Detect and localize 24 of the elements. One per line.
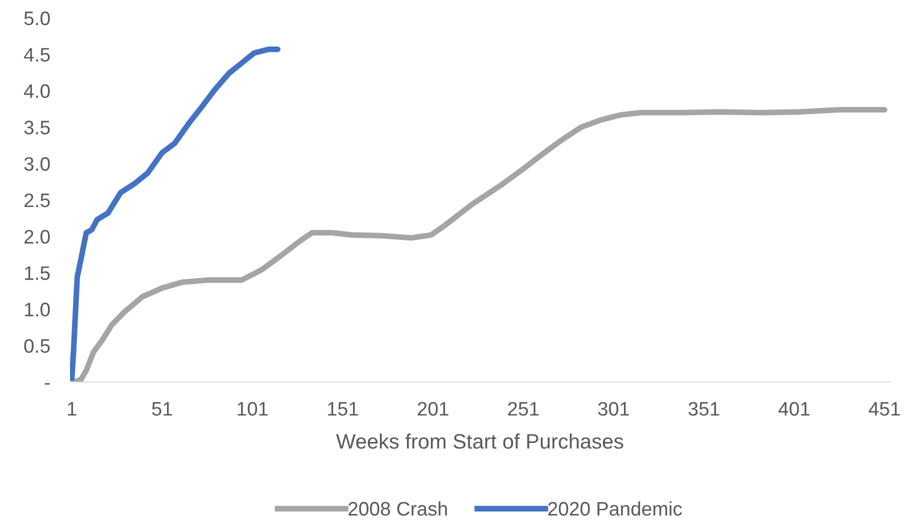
y-tick-label: 5.0	[24, 11, 50, 26]
legend-label: 2020 Pandemic	[548, 501, 682, 516]
x-tick-label: 451	[868, 402, 900, 416]
y-tick-label: 1.5	[25, 266, 50, 280]
y-tick-label: 1.0	[25, 302, 50, 316]
y-tick-label: 3.0	[24, 157, 50, 171]
legend-label: 2008 Crash	[348, 501, 447, 516]
y-tick-label: -	[44, 383, 50, 385]
x-tick-label: 301	[598, 402, 629, 416]
x-tick-label: 201	[418, 402, 448, 416]
x-tick-label: 1	[68, 402, 76, 416]
x-tick-label: 351	[688, 402, 720, 416]
y-tick-label: 0.5	[24, 339, 50, 353]
x-tick-label: 101	[238, 402, 268, 416]
y-tick-label: 3.5	[24, 120, 50, 134]
x-tick-label: 151	[328, 402, 358, 416]
x-tick-label: 401	[778, 402, 810, 416]
y-tick-label: 4.5	[24, 48, 50, 62]
y-tick-label: 2.0	[24, 230, 50, 244]
x-axis-title: Weeks from Start of Purchases	[336, 433, 624, 449]
y-tick-label: 4.0	[24, 84, 50, 98]
x-tick-label: 51	[152, 402, 172, 416]
x-tick-label: 251	[508, 402, 539, 416]
y-tick-label: 2.5	[24, 193, 50, 208]
